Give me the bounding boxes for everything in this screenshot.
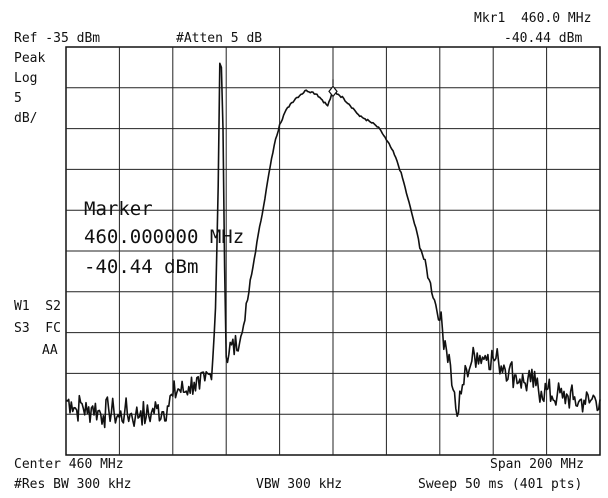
- graticule: [65, 46, 601, 456]
- detector-mode: Peak: [14, 51, 46, 66]
- marker-diamond: [328, 85, 338, 98]
- marker-box-level: -40.44 dBm: [84, 256, 199, 278]
- trace-flags-3: AA: [42, 343, 58, 358]
- scale-value: 5: [14, 91, 22, 106]
- scale-unit: dB/: [14, 111, 38, 126]
- scale-type: Log: [14, 71, 38, 86]
- marker-readout-label: Mkr1 460.0 MHz: [474, 11, 592, 26]
- reference-level: Ref -35 dBm: [14, 31, 101, 46]
- sweep-time: Sweep 50 ms (401 pts): [418, 477, 583, 492]
- trace-flags-1: W1 S2: [14, 299, 61, 314]
- marker-layer: [328, 79, 338, 98]
- marker-readout-value: -40.44 dBm: [504, 31, 583, 46]
- span: Span 200 MHz: [490, 457, 584, 472]
- center-frequency: Center 460 MHz: [14, 457, 124, 472]
- resolution-bandwidth: #Res BW 300 kHz: [14, 477, 132, 492]
- marker-box-frequency: 460.000000 MHz: [84, 226, 245, 248]
- marker-box-title: Marker: [84, 198, 153, 220]
- video-bandwidth: VBW 300 kHz: [256, 477, 343, 492]
- attenuation: #Atten 5 dB: [176, 31, 263, 46]
- trace-flags-2: S3 FC: [14, 321, 61, 336]
